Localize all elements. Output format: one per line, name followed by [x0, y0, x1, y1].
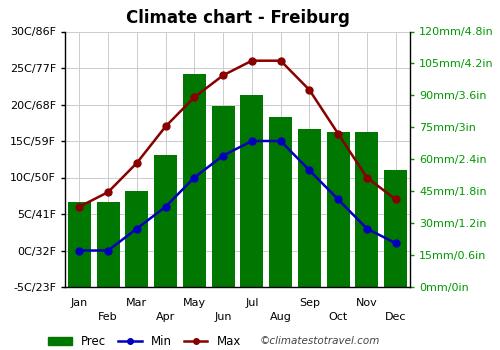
- Text: Jun: Jun: [214, 312, 232, 322]
- Text: May: May: [183, 298, 206, 308]
- Bar: [183, 74, 206, 287]
- Text: Aug: Aug: [270, 312, 291, 322]
- Text: ©climatestotravel.com: ©climatestotravel.com: [260, 336, 380, 346]
- Text: Dec: Dec: [385, 312, 406, 322]
- Bar: [384, 170, 407, 287]
- Bar: [126, 191, 148, 287]
- Bar: [68, 202, 91, 287]
- Title: Climate chart - Freiburg: Climate chart - Freiburg: [126, 9, 350, 27]
- Text: Mar: Mar: [126, 298, 148, 308]
- Text: Jan: Jan: [71, 298, 88, 308]
- Legend: Prec, Min, Max: Prec, Min, Max: [44, 330, 246, 350]
- Text: Nov: Nov: [356, 298, 378, 308]
- Text: Feb: Feb: [98, 312, 118, 322]
- Bar: [96, 202, 120, 287]
- Bar: [356, 132, 378, 287]
- Text: Jul: Jul: [245, 298, 258, 308]
- Text: Sep: Sep: [299, 298, 320, 308]
- Text: Apr: Apr: [156, 312, 176, 322]
- Bar: [326, 132, 349, 287]
- Bar: [298, 130, 321, 287]
- Bar: [154, 155, 177, 287]
- Bar: [240, 95, 264, 287]
- Bar: [269, 117, 292, 287]
- Bar: [212, 106, 234, 287]
- Text: Oct: Oct: [328, 312, 348, 322]
